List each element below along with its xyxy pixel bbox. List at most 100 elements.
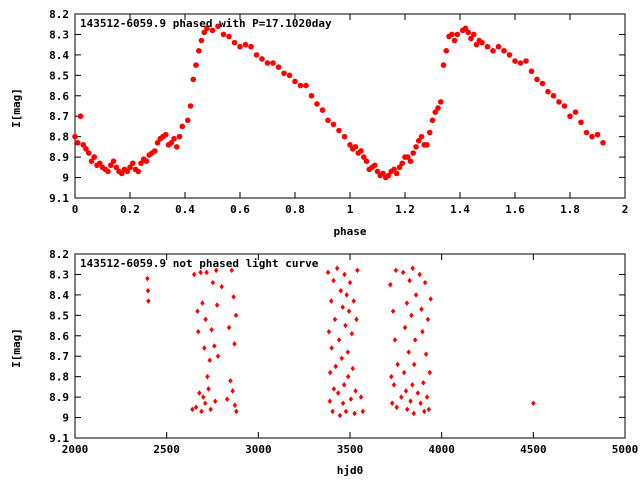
data-point xyxy=(253,52,260,58)
data-point xyxy=(351,298,356,304)
data-point xyxy=(389,400,395,407)
data-point xyxy=(204,25,210,32)
data-point xyxy=(334,265,340,272)
data-point xyxy=(415,390,421,396)
data-point xyxy=(213,398,218,404)
data-point xyxy=(396,164,403,171)
data-point xyxy=(113,164,120,171)
data-point xyxy=(345,373,351,380)
data-point xyxy=(427,369,432,376)
data-point xyxy=(138,160,144,167)
data-point xyxy=(336,127,342,134)
data-point xyxy=(96,160,103,167)
data-point xyxy=(506,52,513,58)
y-tick-label: 8.2 xyxy=(49,248,69,261)
y-tick-label: 9.1 xyxy=(49,192,69,205)
data-point xyxy=(199,408,204,415)
data-point xyxy=(213,267,219,274)
data-point xyxy=(432,109,439,115)
data-point xyxy=(600,140,606,146)
x-axis-label: phase xyxy=(333,225,366,238)
data-point xyxy=(206,386,211,392)
data-point xyxy=(203,316,208,323)
data-point xyxy=(405,406,410,413)
data-point xyxy=(145,288,151,294)
x-tick-label: 1.8 xyxy=(560,203,580,216)
y-tick-label: 9 xyxy=(62,412,69,425)
y-tick-label: 8.2 xyxy=(49,8,69,21)
data-point xyxy=(342,271,347,278)
data-point xyxy=(425,316,431,323)
data-point xyxy=(380,170,386,177)
data-point xyxy=(214,302,220,308)
data-point xyxy=(151,148,158,154)
data-point xyxy=(173,144,180,150)
data-point xyxy=(400,269,406,276)
y-tick-label: 8.5 xyxy=(49,69,69,82)
data-point xyxy=(354,316,359,323)
data-point xyxy=(420,328,425,335)
data-point xyxy=(534,76,540,83)
data-point xyxy=(80,142,87,148)
data-point xyxy=(395,361,400,368)
data-point xyxy=(419,306,424,312)
data-point xyxy=(402,324,408,331)
data-point xyxy=(154,140,161,146)
data-point xyxy=(308,92,315,99)
data-point xyxy=(594,131,601,138)
y-tick-label: 8.4 xyxy=(49,49,69,62)
data-point xyxy=(390,308,396,315)
data-point xyxy=(191,271,197,278)
data-point xyxy=(201,29,208,36)
data-point xyxy=(490,48,496,54)
plot-title: 143512-6059.9 phased with P=17.1020day xyxy=(80,17,332,30)
data-point xyxy=(358,148,364,154)
data-point xyxy=(413,292,419,298)
data-point xyxy=(392,337,398,343)
data-point xyxy=(410,265,415,272)
x-tick-label: 2000 xyxy=(62,443,89,456)
y-tick-label: 8.7 xyxy=(49,110,69,123)
data-point xyxy=(352,144,359,150)
data-point xyxy=(429,117,436,124)
y-tick-label: 8.9 xyxy=(49,151,69,164)
data-point xyxy=(394,404,399,411)
data-point xyxy=(531,400,536,407)
data-point xyxy=(226,324,232,331)
data-point xyxy=(355,267,360,274)
data-point xyxy=(209,326,214,333)
data-point xyxy=(495,43,502,50)
data-point xyxy=(303,82,309,89)
data-point xyxy=(171,135,177,142)
data-point xyxy=(528,68,535,75)
data-point xyxy=(330,121,337,128)
data-point xyxy=(270,60,276,66)
data-point xyxy=(91,154,98,160)
data-point xyxy=(465,29,472,36)
data-point xyxy=(403,388,409,394)
data-point xyxy=(550,92,557,99)
tick-group: 2000 2500 3000 3500 4000 4500 5000 8.2 8.3 8.4 8.5… xyxy=(49,248,638,456)
data-point xyxy=(440,62,447,68)
data-point xyxy=(196,328,201,335)
data-point xyxy=(202,345,207,351)
data-point xyxy=(388,281,393,288)
data-point xyxy=(421,380,426,386)
data-point xyxy=(462,25,469,32)
data-point xyxy=(242,41,249,48)
data-point xyxy=(406,349,411,355)
y-tick-label: 8.3 xyxy=(49,268,69,281)
data-point xyxy=(399,160,406,167)
data-point xyxy=(391,382,397,388)
data-point xyxy=(448,31,455,38)
data-point xyxy=(72,133,78,140)
data-point xyxy=(454,31,461,38)
x-tick-label: 0 xyxy=(72,203,79,216)
x-tick-label: 3500 xyxy=(337,443,364,456)
data-point xyxy=(339,355,344,362)
data-point xyxy=(326,328,332,335)
data-point xyxy=(583,129,590,136)
data-point xyxy=(411,361,417,368)
data-point xyxy=(409,312,414,319)
